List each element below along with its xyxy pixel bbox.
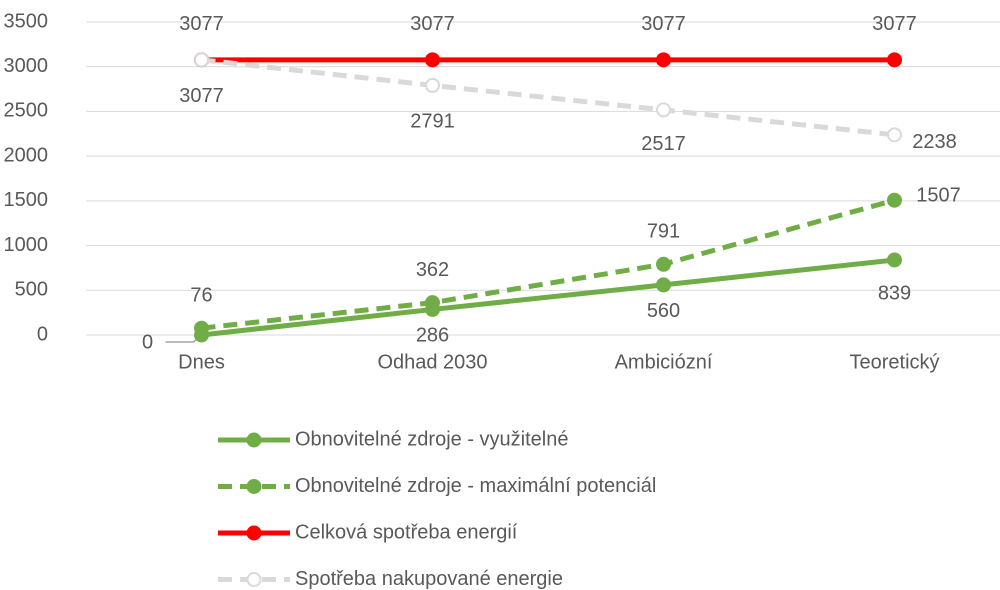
series-line [201, 197, 896, 331]
data-label: 560 [647, 300, 680, 322]
data-label: 3077 [179, 85, 224, 107]
data-label: 2238 [912, 131, 957, 153]
legend-label: Spotřeba nakupované energie [295, 568, 563, 590]
data-label: 76 [190, 284, 212, 306]
x-tick-label: Ambiciózní [615, 351, 713, 373]
legend-label: Obnovitelné zdroje - maximální potenciál [295, 475, 656, 497]
data-label: 3077 [641, 13, 686, 35]
y-tick-label: 0 [37, 323, 48, 345]
data-label: 2791 [410, 111, 455, 133]
legend-label: Obnovitelné zdroje - využitelné [295, 428, 568, 450]
marker [425, 77, 440, 93]
marker [656, 256, 671, 272]
data-label: 3077 [872, 13, 917, 35]
data-label: 3077 [410, 13, 455, 35]
data-label: 791 [647, 221, 680, 243]
legend-label: Celková spotřeba energií [295, 521, 518, 543]
marker [887, 127, 902, 143]
data-label: 362 [416, 259, 449, 281]
marker [887, 252, 902, 268]
y-tick-label: 2000 [4, 144, 49, 166]
data-label: 1507 [916, 185, 961, 207]
marker [887, 52, 902, 68]
series-line [201, 57, 895, 138]
data-label: 3077 [179, 13, 224, 35]
y-tick-label: 2500 [4, 100, 49, 122]
y-tick-label: 1000 [4, 234, 49, 256]
marker [194, 52, 209, 68]
marker [194, 320, 209, 336]
x-tick-label: Odhad 2030 [377, 351, 487, 373]
y-tick-label: 3500 [4, 10, 49, 32]
legend-marker [246, 572, 262, 587]
data-label: 839 [878, 282, 911, 304]
x-tick-label: Teoretický [849, 351, 939, 373]
marker [656, 277, 671, 293]
y-tick-label: 3000 [4, 55, 49, 77]
series-line [201, 257, 895, 338]
data-label: 2517 [641, 133, 686, 155]
legend-marker [246, 479, 262, 494]
y-tick-label: 500 [15, 279, 48, 301]
x-tick-label: Dnes [178, 351, 225, 373]
marker [425, 52, 440, 68]
marker [656, 102, 671, 118]
y-tick-label: 1500 [4, 189, 49, 211]
marker [425, 295, 440, 311]
data-label: 0 [142, 331, 153, 353]
marker [656, 52, 671, 68]
legend-marker [246, 432, 262, 448]
legend-marker [246, 525, 262, 541]
data-label: 286 [416, 325, 449, 347]
marker [887, 192, 902, 208]
